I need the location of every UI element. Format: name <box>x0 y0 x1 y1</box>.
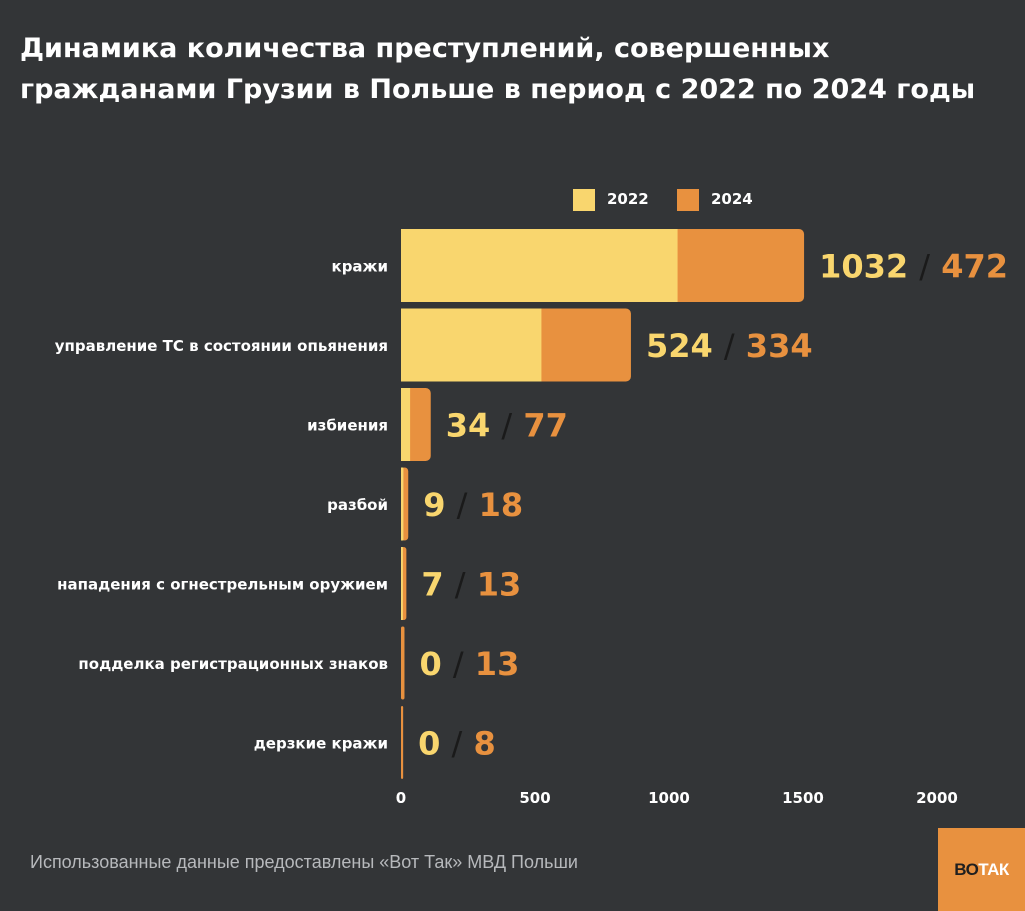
chart-title: Динамика количества преступлений, соверш… <box>20 33 976 105</box>
value-separator: / <box>453 645 464 683</box>
bar-2022 <box>401 388 411 461</box>
value-label-2024: 13 <box>464 645 520 683</box>
x-tick-label: 1500 <box>782 789 824 807</box>
source-note: Использованные данные предоставлены «Вот… <box>30 852 578 872</box>
bar-2022 <box>401 229 678 302</box>
value-separator: / <box>452 725 463 763</box>
category-label: нападения с огнестрельным оружием <box>57 576 388 594</box>
value-label-2024: 472 <box>930 248 1008 286</box>
value-label: 0 / 8 <box>418 725 496 763</box>
x-tick-label: 1000 <box>648 789 690 807</box>
legend-label-2024: 2024 <box>711 190 753 208</box>
category-label: избиения <box>307 417 388 435</box>
value-separator: / <box>501 407 512 445</box>
value-separator: / <box>919 248 930 286</box>
category-label: разбой <box>327 496 388 514</box>
value-label-2022: 1032 <box>819 248 919 286</box>
value-label: 34 / 77 <box>446 407 568 445</box>
value-separator: / <box>457 486 468 524</box>
value-label: 1032 / 472 <box>819 248 1008 286</box>
value-separator: / <box>724 327 735 365</box>
bar-2024 <box>401 626 405 700</box>
value-label-2024: 77 <box>512 407 568 445</box>
value-label-2024: 334 <box>735 327 813 365</box>
x-tick-label: 0 <box>396 789 406 807</box>
x-tick-label: 2000 <box>916 789 958 807</box>
brand-logo: ВОТАК <box>938 828 1025 911</box>
value-label: 7 / 13 <box>421 566 521 604</box>
value-label: 9 / 18 <box>423 486 523 524</box>
bar-2022 <box>401 308 542 382</box>
value-label-2024: 18 <box>467 486 523 524</box>
value-label: 524 / 334 <box>646 327 813 365</box>
legend-swatch-2024 <box>677 189 699 211</box>
category-label: кражи <box>332 258 388 276</box>
logo-text-part2: ТАК <box>978 859 1009 879</box>
value-separator: / <box>455 566 466 604</box>
category-label: дерзкие кражи <box>254 735 388 753</box>
bar-2024 <box>401 706 404 779</box>
x-tick-label: 500 <box>519 789 550 807</box>
value-label-2022: 524 <box>646 327 724 365</box>
value-label-2022: 7 <box>421 566 454 604</box>
value-label-2024: 13 <box>466 566 522 604</box>
value-label-2022: 34 <box>446 407 502 445</box>
value-label-2024: 8 <box>462 725 495 763</box>
bar-2022 <box>401 467 404 541</box>
legend-label-2022: 2022 <box>607 190 649 208</box>
legend-swatch-2022 <box>573 189 595 211</box>
logo-text: ВОТАК <box>954 860 1009 880</box>
value-label-2022: 0 <box>418 725 451 763</box>
category-label: подделка регистрационных знаков <box>78 655 388 673</box>
bar-2022 <box>401 547 403 620</box>
value-label-2022: 0 <box>419 645 452 683</box>
value-label-2022: 9 <box>423 486 456 524</box>
logo-text-part1: ВО <box>954 859 979 879</box>
category-label: управление ТС в состоянии опьянения <box>55 337 388 355</box>
value-label: 0 / 13 <box>419 645 519 683</box>
